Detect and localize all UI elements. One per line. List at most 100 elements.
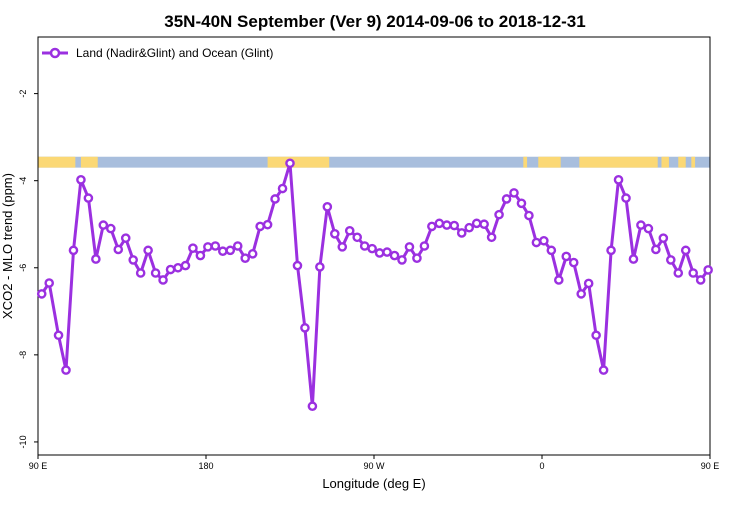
data-point [232,241,243,251]
data-point [613,175,624,185]
data-point [374,248,385,258]
data-point [703,265,713,275]
data-point [337,242,348,252]
data-point [628,254,639,264]
land-span [678,156,686,168]
data-point [561,251,572,262]
data-point [315,262,325,272]
x-tick-label: 90 W [363,461,385,471]
data-point [471,218,482,229]
land-span [579,156,658,168]
x-tick-label: 180 [198,461,213,471]
ocean-band [38,156,710,168]
data-point [143,245,153,256]
data-point [427,221,437,232]
data-point [120,233,131,243]
chart-title: 35N-40N September (Ver 9) 2014-09-06 to … [164,12,585,31]
data-point [322,202,333,212]
x-tick-label: 90 E [29,461,48,471]
land-span [691,156,696,168]
data-point [621,193,631,203]
data-point [591,330,601,341]
data-point [695,275,706,285]
data-point [382,247,392,257]
y-axis-label: XCO2 - MLO trend (ppm) [0,173,15,319]
x-axis: 90 E 180 90 W 0 90 E [29,455,720,471]
data-point [643,223,654,234]
data-point [359,241,370,251]
data-point [583,278,594,289]
data-point [397,255,407,265]
data-point [225,245,236,256]
data-point [419,241,430,251]
data-point [195,250,206,261]
data-point [203,242,213,252]
x-axis-label: Longitude (deg E) [322,476,425,491]
data-point [135,268,146,278]
data-point [524,210,534,221]
data-point [180,260,191,271]
y-tick-label: -10 [18,435,28,448]
data-point [329,229,340,239]
data-point [53,330,64,341]
data-point [516,198,527,209]
data-point [673,268,684,278]
land-span [523,156,528,168]
data-point [576,289,587,299]
data-point [91,254,101,264]
data-point [539,235,549,246]
data-point [188,243,198,253]
data-point [449,220,460,231]
land-span [661,156,669,168]
data-point [598,365,609,375]
data-point [441,220,452,230]
legend: Land (Nadir&Glint) and Ocean (Glint) [42,46,273,60]
data-point [165,264,176,275]
data-point [404,242,415,252]
data-point [546,245,557,256]
data-point [680,245,691,256]
y-tick-label: -8 [18,351,28,359]
data-point [501,194,512,204]
data-point [217,246,228,257]
land-span [538,156,561,168]
data-point [352,232,363,243]
land-span [80,156,98,168]
data-point [68,245,79,256]
data-point [486,232,497,243]
data-point [83,193,94,203]
data-point [270,194,280,204]
land-ocean-strip [38,156,710,168]
data-point [292,260,303,271]
data-point [277,183,288,194]
data-point [76,175,86,185]
data-point [150,268,161,278]
data-point [61,365,71,375]
data-point [285,158,295,169]
series-layer [36,158,713,412]
data-point [255,221,265,232]
data-point [247,249,258,259]
data-point [262,219,273,230]
data-point [509,188,519,198]
data-point [128,255,138,265]
data-point [434,218,445,229]
data-point [554,275,564,285]
data-point [173,262,183,273]
data-point [36,289,47,299]
legend-label: Land (Nadir&Glint) and Ocean (Glint) [76,46,273,60]
data-point [666,255,676,265]
data-point [531,237,542,248]
land-span [267,156,330,168]
legend-marker [49,47,61,59]
x-tick-label: 90 E [701,461,720,471]
y-tick-label: -6 [18,264,28,272]
data-point [44,278,55,288]
data-point [636,220,646,230]
data-point [688,268,699,278]
data-point [606,245,616,256]
data-point [568,257,579,268]
data-point [412,253,422,263]
data-point [158,275,168,285]
